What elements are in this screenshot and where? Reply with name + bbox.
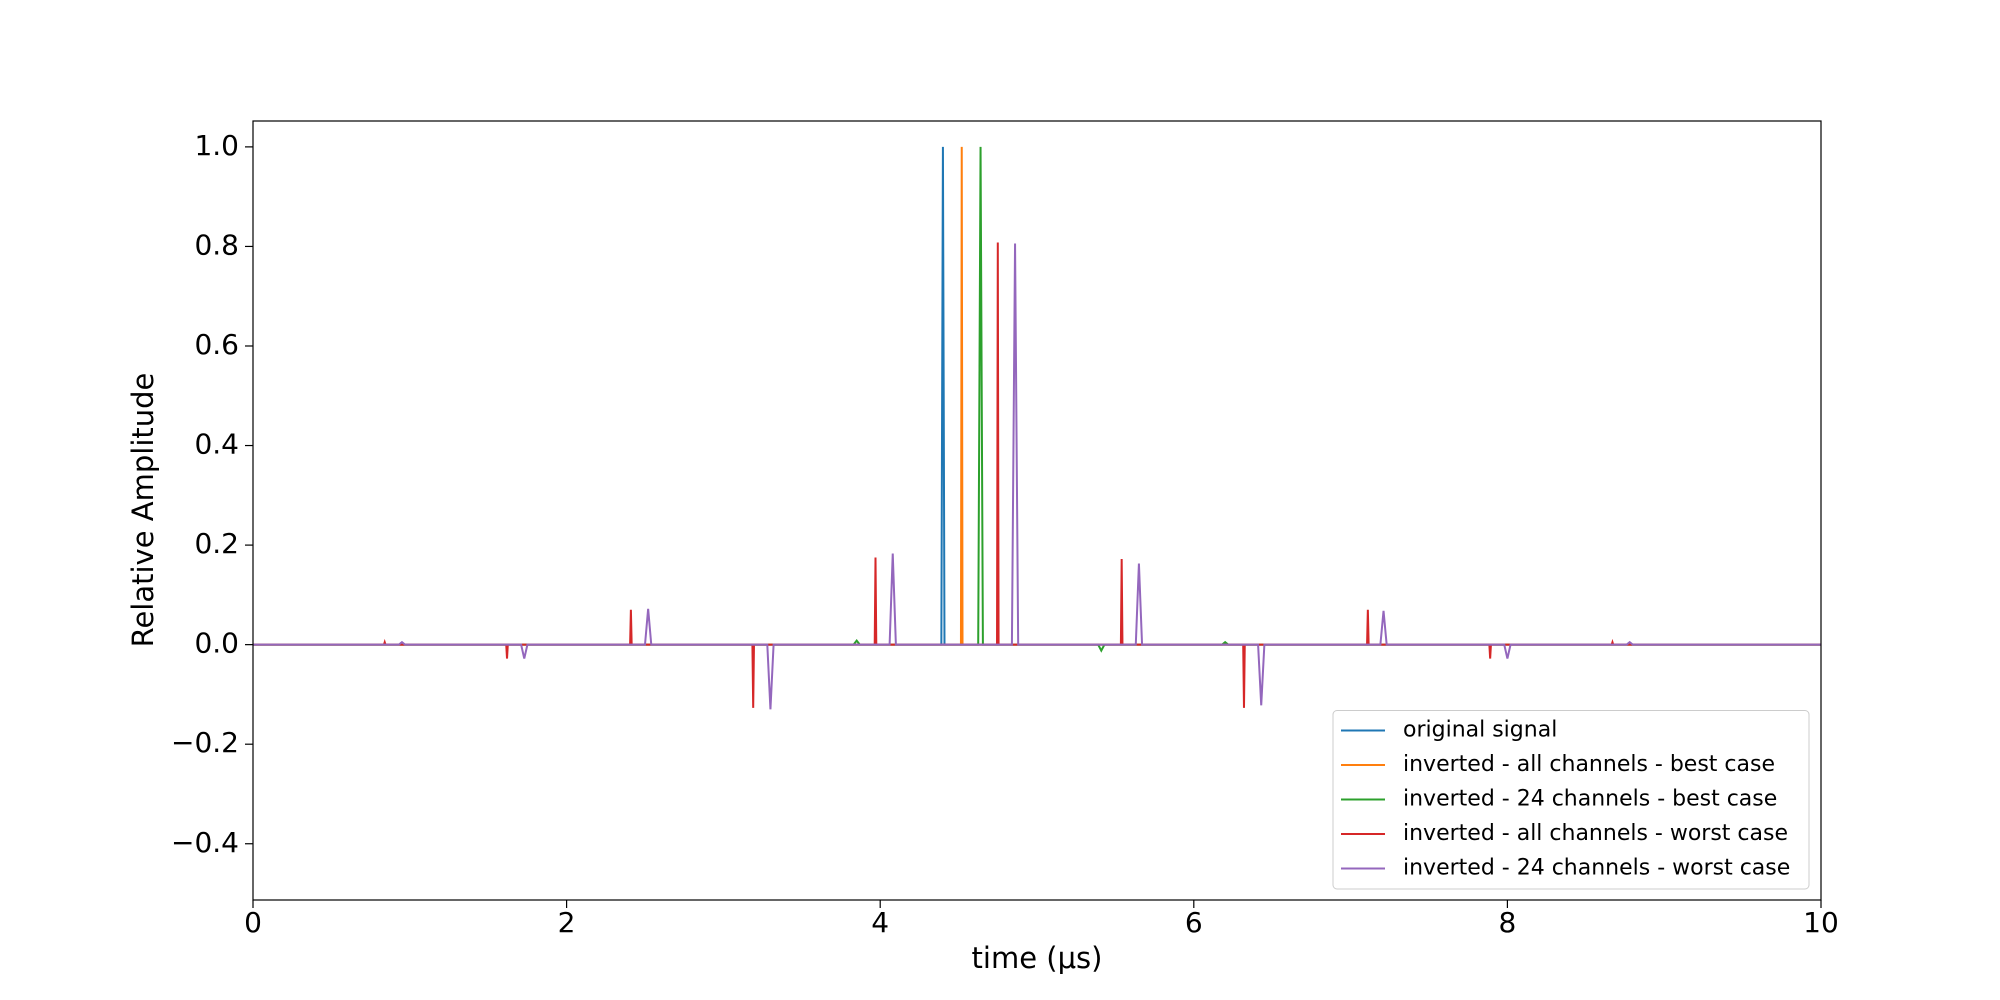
x-tick-label: 8: [1498, 906, 1516, 939]
y-tick-label: −0.4: [171, 826, 239, 859]
y-tick-label: 0.6: [194, 328, 239, 361]
series-line: [253, 146, 1821, 646]
x-tick-label: 2: [558, 906, 576, 939]
series-line: [253, 146, 1821, 653]
x-tick-label: 0: [244, 906, 262, 939]
series-line: [253, 242, 1821, 708]
y-tick-label: 0.4: [194, 428, 239, 461]
legend-label: original signal: [1403, 718, 1557, 743]
y-axis-label: Relative Amplitude: [126, 373, 160, 648]
legend-label: inverted - all channels - best case: [1403, 752, 1775, 777]
series-line: [253, 243, 1821, 710]
y-tick-label: 0.2: [194, 527, 239, 560]
x-tick-label: 10: [1803, 906, 1839, 939]
series-line: [253, 146, 1821, 646]
y-tick-label: 1.0: [194, 129, 239, 162]
x-axis-label: time (μs): [972, 941, 1103, 975]
y-tick-label: 0.8: [194, 228, 239, 261]
x-tick-label: 4: [871, 906, 889, 939]
plot-frame: [252, 120, 1822, 901]
legend-label: inverted - 24 channels - worst case: [1403, 856, 1790, 881]
legend-box: [1332, 710, 1810, 890]
legend-label: inverted - 24 channels - best case: [1403, 787, 1777, 812]
legend: original signal inverted - all channels -…: [1332, 710, 1810, 890]
legend-label: inverted - all channels - worst case: [1403, 821, 1788, 846]
y-tick-label: 0.0: [194, 627, 239, 660]
x-tick-label: 6: [1185, 906, 1203, 939]
y-tick-label: −0.2: [171, 726, 239, 759]
